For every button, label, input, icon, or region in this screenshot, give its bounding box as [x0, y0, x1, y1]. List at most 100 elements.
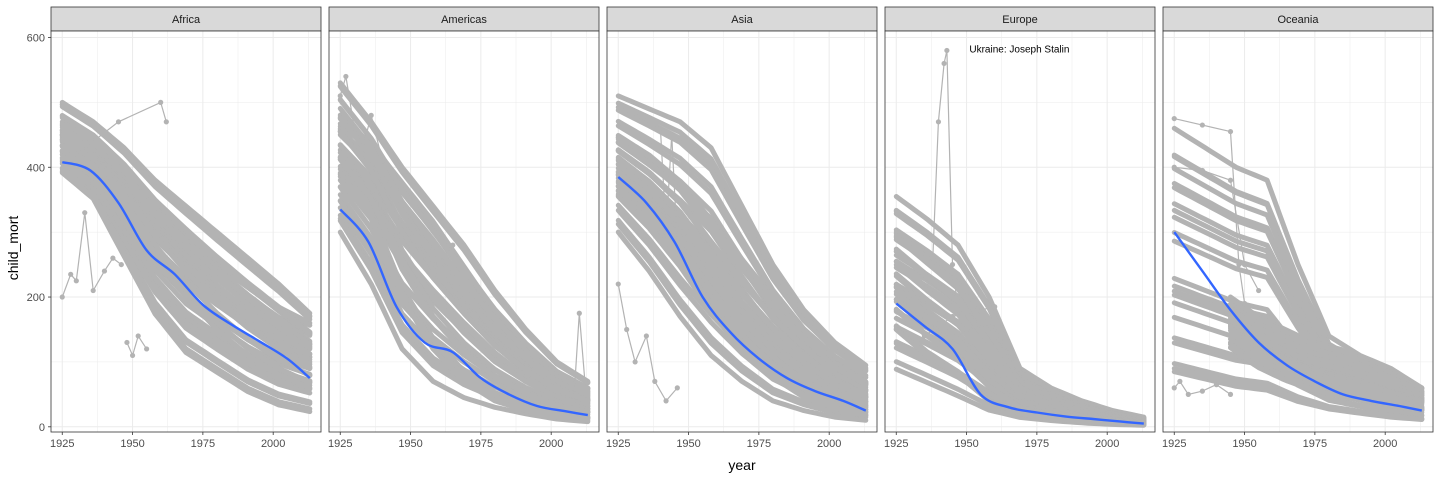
facet-strip — [606, 6, 878, 32]
panel-oceania: Oceania 1925 1950 1975 2000 — [1162, 6, 1434, 450]
y-tick-label: 400 — [27, 162, 45, 174]
country-series — [1228, 331, 1425, 407]
country-series — [337, 129, 591, 404]
data-point — [992, 304, 998, 310]
data-point — [135, 333, 141, 339]
data-point — [955, 307, 961, 313]
smooth-trend-line — [617, 176, 867, 412]
data-point — [582, 378, 588, 384]
country-series-irregular — [966, 322, 995, 331]
data-point — [1199, 122, 1205, 128]
facet-label: Americas — [441, 14, 487, 26]
data-point — [930, 255, 936, 261]
data-point — [343, 73, 349, 80]
country-series — [615, 134, 869, 386]
panel-europe: Europe Ukraine: Joseph Stalin 1925 1950 1975… — [884, 6, 1156, 450]
country-series — [893, 327, 1147, 428]
data-point — [941, 60, 947, 67]
panel-border — [1162, 30, 1434, 433]
data-point — [1241, 261, 1248, 268]
data-point — [379, 158, 386, 164]
country-series — [59, 104, 313, 322]
x-tick-label: 1975 — [1025, 438, 1049, 450]
data-point — [393, 229, 400, 235]
data-point — [1227, 128, 1234, 135]
panel-border — [328, 30, 600, 433]
x-tick-label: 2000 — [817, 438, 841, 450]
country-series — [615, 178, 869, 410]
data-point — [337, 93, 343, 99]
data-point — [118, 261, 124, 268]
data-point — [949, 261, 956, 268]
data-point — [963, 326, 970, 333]
data-point — [1171, 115, 1177, 122]
data-point — [1199, 388, 1205, 394]
x-tick-label: 1925 — [606, 438, 630, 450]
x-tick-label: 2000 — [1373, 438, 1397, 450]
country-series — [59, 155, 313, 384]
data-point — [1241, 300, 1248, 307]
x-tick-label: 1925 — [884, 438, 908, 450]
country-series-irregular — [339, 76, 383, 161]
y-tick-label: 0 — [39, 422, 45, 434]
country-series-irregular — [75, 101, 167, 155]
country-series — [59, 168, 313, 412]
x-tick-label: 1975 — [747, 438, 771, 450]
y-tick-label: 600 — [27, 32, 45, 44]
x-tick-label: 1925 — [1162, 438, 1186, 450]
data-point — [1227, 177, 1234, 183]
x-tick-label: 1925 — [328, 438, 352, 450]
country-series — [615, 93, 869, 368]
country-series-irregular — [659, 128, 678, 246]
data-point — [576, 310, 582, 316]
country-series — [615, 229, 869, 423]
data-point — [944, 47, 950, 54]
data-point — [963, 359, 970, 365]
country-series — [337, 84, 591, 386]
country-series — [615, 148, 869, 393]
country-series — [1228, 305, 1425, 396]
country-series — [59, 113, 313, 336]
x-tick-label: 1975 — [469, 438, 493, 450]
facet-strip — [50, 6, 322, 32]
country-series-irregular — [353, 166, 454, 266]
country-series — [615, 194, 869, 418]
country-series — [59, 143, 313, 378]
panel-border — [884, 30, 1156, 433]
data-point — [632, 359, 638, 365]
data-point — [992, 320, 998, 326]
country-series — [1228, 296, 1425, 392]
country-series — [337, 177, 591, 423]
x-tick-label: 1975 — [191, 438, 215, 450]
y-axis-title: child_mort — [5, 216, 21, 281]
country-series — [59, 137, 313, 370]
data-point — [921, 333, 927, 339]
data-point — [1171, 164, 1177, 170]
data-point — [663, 398, 669, 404]
data-point — [59, 294, 65, 300]
country-series — [337, 142, 591, 409]
country-series — [615, 156, 869, 398]
data-point — [360, 145, 366, 151]
data-point — [351, 125, 357, 131]
country-series — [1228, 336, 1425, 409]
data-point — [657, 125, 664, 131]
x-tick-label: 1925 — [50, 438, 74, 450]
panel-border — [606, 30, 878, 433]
x-tick-label: 2000 — [539, 438, 563, 450]
country-series — [1228, 315, 1425, 400]
facet-label: Asia — [731, 14, 753, 26]
country-series — [337, 156, 591, 415]
data-point — [652, 378, 658, 384]
smooth-trend-line — [339, 208, 588, 417]
data-point — [124, 339, 130, 346]
data-point — [73, 151, 79, 157]
data-point — [624, 326, 630, 333]
data-point — [615, 281, 621, 287]
panel-border — [50, 30, 322, 433]
data-point — [110, 255, 116, 261]
data-point — [1185, 391, 1191, 397]
country-series — [1228, 311, 1425, 398]
annotation-label: Ukraine: Joseph Stalin — [969, 44, 1069, 55]
